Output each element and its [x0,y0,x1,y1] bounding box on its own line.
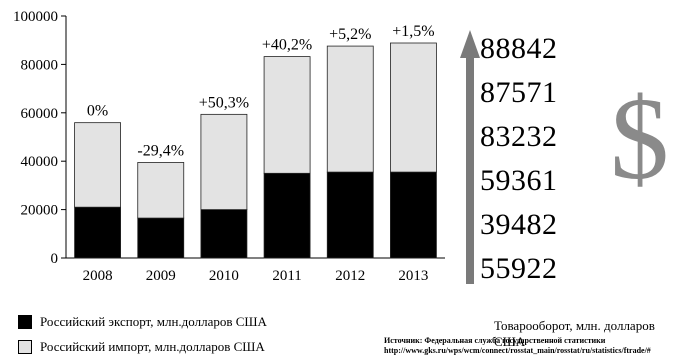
total-value: 83232 [480,120,558,153]
growth-label: +5,2% [329,26,371,43]
bar-import [137,162,185,219]
growth-label: -29,4% [137,142,184,159]
dollar-sign-icon: $ [610,73,669,204]
x-tick-label: 2009 [146,268,176,284]
bar-import [200,113,248,210]
y-tick-label: 20000 [21,203,59,219]
turnover-note: Товарооборот, млн. долларов США [494,318,655,349]
bar-export [390,171,437,259]
bar-export [263,172,311,259]
y-tick-label: 40000 [21,154,59,170]
stacked-bar-chart: 0 20000 40000 60000 80000 100000 2008 0% 2009 -29… [13,9,445,284]
total-value: 87571 [480,76,558,109]
total-value: 59361 [480,164,558,197]
bar-export [200,209,248,259]
growth-label: +40,2% [262,37,312,54]
y-tick-label: 60000 [21,106,59,122]
legend-label-import: Российский импорт, млн.долларов США [40,339,265,354]
total-value: 88842 [480,32,558,65]
growth-label: +1,5% [392,23,434,40]
source-note: Источник: Федеральная служба государстве… [384,336,651,356]
legend-item-import: Российский импорт, млн.долларов США [18,339,265,355]
total-value: 39482 [480,208,558,241]
x-tick-label: 2013 [398,268,428,284]
growth-label: 0% [87,103,108,120]
legend-swatch-export [18,315,32,329]
bar-export [137,217,185,259]
y-tick-label: 80000 [21,57,59,73]
bar-export [74,206,121,259]
total-value: 55922 [480,252,558,285]
y-tick-label: 100000 [13,9,58,25]
bar-import [74,122,121,208]
source-line-2: http://www.gks.ru/wps/wcm/connect/rossta… [384,346,651,355]
legend-label-export: Российский экспорт, млн.долларов США [40,314,267,329]
legend-swatch-import [18,340,32,354]
x-tick-label: 2008 [83,268,113,284]
x-tick-label: 2012 [335,268,365,284]
x-tick-label: 2011 [272,268,301,284]
bar-export [326,171,374,259]
bar-import [326,45,374,173]
legend-item-export: Российский экспорт, млн.долларов США [18,314,267,330]
bar-import [263,56,311,174]
bar-import [390,42,437,173]
up-arrow-icon [460,30,480,284]
source-line-1: Источник: Федеральная служба государстве… [384,336,606,345]
x-tick-label: 2010 [209,268,239,284]
y-tick-label: 0 [51,251,59,267]
growth-label: +50,3% [199,94,249,111]
